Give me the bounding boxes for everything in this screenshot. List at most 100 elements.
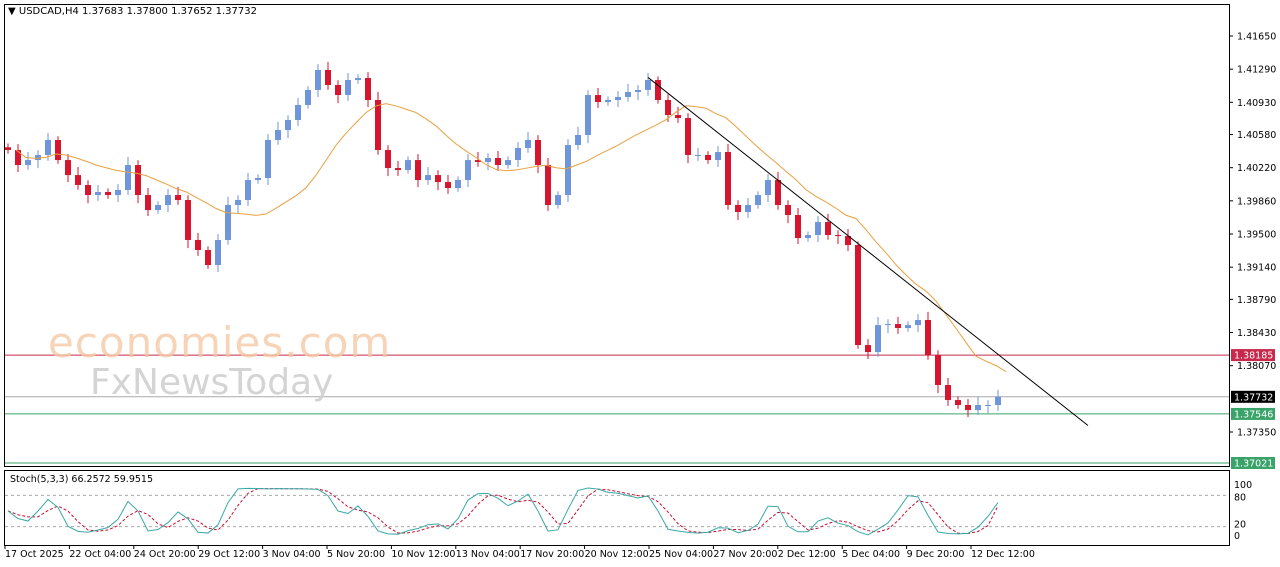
time-axis: 17 Oct 2025 22 Oct 04:00 24 Oct 20:00 29 Oc… bbox=[4, 545, 1035, 560]
time-tick-label: 13 Nov 04:00 bbox=[456, 549, 520, 560]
bull-candle bbox=[625, 91, 631, 97]
bear-candle bbox=[595, 95, 601, 103]
bull-candle bbox=[755, 195, 761, 205]
bear-candle bbox=[145, 195, 151, 211]
time-tick-label: 24 Oct 20:00 bbox=[134, 549, 196, 560]
bull-candle bbox=[635, 89, 641, 92]
trendline[interactable] bbox=[647, 77, 1089, 426]
bear-candle bbox=[445, 182, 451, 189]
price-tag-current bbox=[1231, 390, 1275, 403]
bear-candle bbox=[785, 204, 791, 216]
watermark-economies: economies.com bbox=[48, 318, 392, 367]
stoch-main-line bbox=[7, 487, 999, 536]
bear-candle bbox=[65, 160, 71, 176]
bull-candle bbox=[215, 239, 221, 266]
bear-candle bbox=[535, 139, 541, 166]
price-tag-label: 1.37021 bbox=[1234, 459, 1273, 470]
bull-candle bbox=[515, 147, 521, 161]
bear-candle bbox=[775, 180, 781, 205]
bear-candle bbox=[965, 405, 971, 411]
bull-candle bbox=[905, 325, 911, 329]
bull-candle bbox=[645, 80, 651, 90]
price-tag-label: 1.38185 bbox=[1234, 351, 1273, 362]
time-tick-label: 17 Nov 20:00 bbox=[520, 549, 584, 560]
bear-candle bbox=[955, 400, 961, 406]
bull-candle bbox=[715, 152, 721, 161]
bull-candle bbox=[885, 324, 891, 326]
price-axis: 1.41650 1.41290 1.40930 1.40580 1.40220 1.398… bbox=[1229, 32, 1276, 438]
stoch-plot-frame bbox=[4, 470, 1230, 546]
bear-candle bbox=[675, 115, 681, 119]
price-tick-label: 1.38430 bbox=[1237, 328, 1276, 339]
price-tag-support bbox=[1231, 407, 1275, 420]
bull-candle bbox=[295, 104, 301, 120]
bull-candle bbox=[585, 95, 591, 135]
bull-candle bbox=[125, 165, 131, 190]
bear-candle bbox=[495, 158, 501, 166]
bear-candle bbox=[835, 235, 841, 237]
stoch-level-label: 0 bbox=[1234, 531, 1240, 542]
bull-candle bbox=[555, 195, 561, 205]
bear-candle bbox=[175, 195, 181, 201]
bull-candle bbox=[575, 134, 581, 146]
bull-candle bbox=[765, 180, 771, 196]
bear-candle bbox=[855, 245, 861, 346]
main-plot-frame bbox=[4, 4, 1230, 467]
bear-candle bbox=[935, 354, 941, 386]
time-tick-label: 10 Nov 12:00 bbox=[391, 549, 455, 560]
bull-candle bbox=[745, 204, 751, 212]
bull-candle bbox=[275, 130, 281, 140]
bull-candle bbox=[875, 325, 881, 353]
bear-candle bbox=[185, 200, 191, 240]
bear-candle bbox=[845, 236, 851, 246]
stoch-level-label: 80 bbox=[1234, 492, 1246, 503]
bear-candle bbox=[55, 139, 61, 161]
bear-candle bbox=[135, 165, 141, 196]
price-tick-label: 1.39860 bbox=[1237, 196, 1276, 207]
candles bbox=[5, 61, 1001, 418]
time-tick-label: 12 Dec 12:00 bbox=[971, 549, 1035, 560]
stoch-level-label: 100 bbox=[1234, 480, 1252, 491]
bear-candle bbox=[685, 118, 691, 155]
time-tick-label: 25 Nov 04:00 bbox=[649, 549, 713, 560]
price-tick-label: 1.40580 bbox=[1237, 130, 1276, 141]
bull-candle bbox=[265, 139, 271, 179]
bear-candle bbox=[75, 175, 81, 186]
bear-candle bbox=[415, 160, 421, 181]
time-tick-label: 9 Dec 20:00 bbox=[907, 549, 965, 560]
bear-candle bbox=[205, 250, 211, 266]
bear-candle bbox=[395, 168, 401, 170]
bull-candle bbox=[115, 189, 121, 196]
time-tick-label: 2 Dec 12:00 bbox=[778, 549, 836, 560]
bear-candle bbox=[475, 160, 481, 162]
price-tick-label: 1.38790 bbox=[1237, 295, 1276, 306]
bull-candle bbox=[525, 139, 531, 148]
price-tag-support bbox=[1231, 457, 1275, 469]
bull-candle bbox=[35, 154, 41, 161]
bull-candle bbox=[355, 77, 361, 81]
bear-candle bbox=[105, 192, 111, 196]
bull-candle bbox=[45, 139, 51, 155]
bear-candle bbox=[825, 222, 831, 236]
bear-candle bbox=[195, 239, 201, 251]
price-tick-label: 1.39500 bbox=[1237, 229, 1276, 240]
time-tick-label: 20 Nov 12:00 bbox=[585, 549, 649, 560]
bull-candle bbox=[805, 235, 811, 239]
price-tag-resistance bbox=[1231, 349, 1275, 362]
dropdown-triangle-icon[interactable]: ▼ bbox=[8, 6, 16, 17]
bear-candle bbox=[375, 100, 381, 151]
time-tick-label: 3 Nov 04:00 bbox=[263, 549, 321, 560]
bull-candle bbox=[975, 405, 981, 411]
time-tick-label: 17 Oct 2025 bbox=[5, 549, 64, 560]
time-tick-label: 29 Oct 12:00 bbox=[198, 549, 260, 560]
bull-candle bbox=[255, 178, 261, 181]
bull-candle bbox=[565, 145, 571, 196]
price-tick-label: 1.37350 bbox=[1237, 427, 1276, 438]
stoch-level-label: 20 bbox=[1234, 520, 1246, 531]
bear-candle bbox=[655, 80, 661, 101]
bull-candle bbox=[95, 192, 101, 196]
price-tick-label: 1.40220 bbox=[1237, 163, 1276, 174]
bull-candle bbox=[605, 100, 611, 103]
bear-candle bbox=[545, 165, 551, 205]
